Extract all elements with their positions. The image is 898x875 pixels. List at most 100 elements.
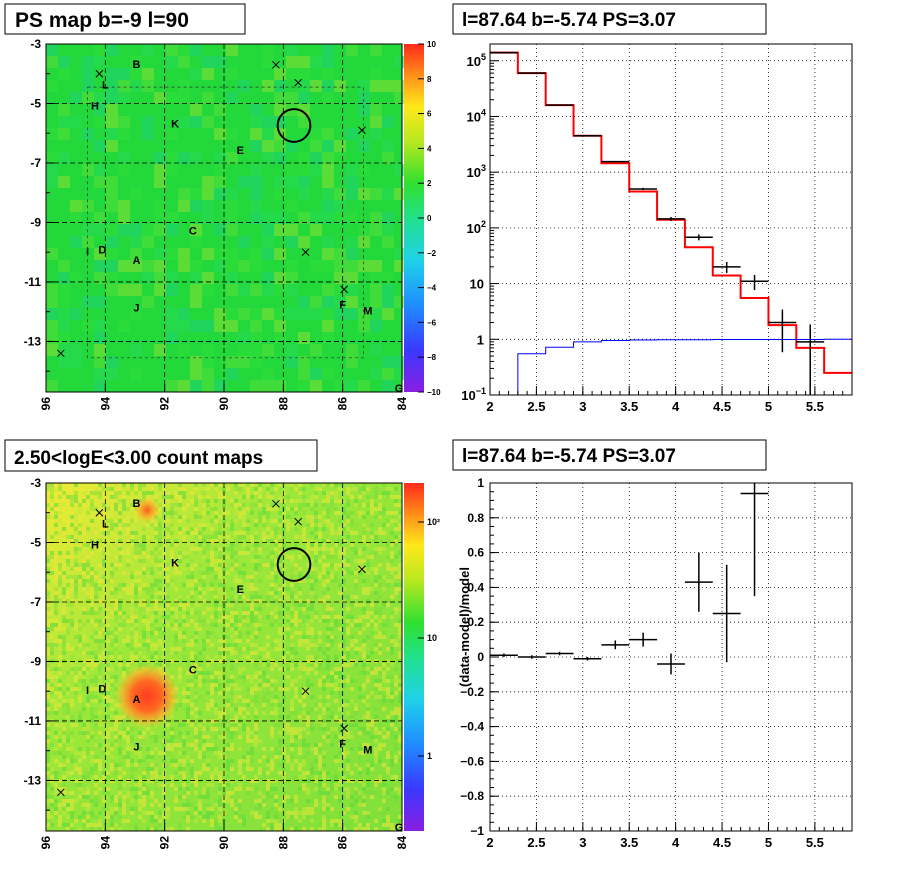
ct-map-pixel — [302, 595, 306, 599]
ct-map-pixel — [334, 783, 338, 787]
ct-map-pixel — [298, 591, 302, 595]
ct-map-pixel — [54, 579, 58, 583]
ct-map-pixel — [226, 651, 230, 655]
ct-map-pixel — [226, 799, 230, 803]
ct-map-pixel — [386, 791, 390, 795]
ct-map-pixel — [70, 795, 74, 799]
ct-map-pixel — [122, 523, 126, 527]
ps-map-pixel — [178, 188, 190, 200]
ct-map-pixel — [186, 747, 190, 751]
ct-map-pixel — [350, 715, 354, 719]
ct-map-pixel — [318, 619, 322, 623]
ct-map-pixel — [366, 815, 370, 819]
ct-map-pixel — [130, 639, 134, 643]
ct-map-pixel — [270, 727, 274, 731]
ct-map-pixel — [318, 515, 322, 519]
ct-map-pixel — [78, 491, 82, 495]
ct-map-pixel — [326, 703, 330, 707]
ct-map-pixel — [142, 619, 146, 623]
ct-map-pixel — [130, 739, 134, 743]
ct-map-pixel — [266, 699, 270, 703]
ct-map-pixel — [390, 575, 394, 579]
ct-map-pixel — [162, 555, 166, 559]
ct-map-pixel — [322, 723, 326, 727]
ct-map-pixel — [378, 755, 382, 759]
ct-map-pixel — [310, 759, 314, 763]
ct-map-pixel — [110, 599, 114, 603]
ps-map-pixel — [322, 200, 334, 212]
ct-map-pixel — [262, 539, 266, 543]
ct-map-pixel — [286, 655, 290, 659]
ct-map-pixel — [70, 703, 74, 707]
ct-map-pixel — [110, 523, 114, 527]
ct-map-pixel — [270, 775, 274, 779]
ct-map-pixel — [230, 659, 234, 663]
ct-map-pixel — [162, 515, 166, 519]
ct-map-pixel — [66, 591, 70, 595]
ct-map-pixel — [282, 735, 286, 739]
ct-map-pixel — [106, 563, 110, 567]
ct-map-pixel — [394, 827, 398, 831]
ct-map-pixel — [282, 483, 286, 487]
ct-map-pixel — [94, 663, 98, 667]
ct-map-pixel — [254, 491, 258, 495]
ct-map-pixel — [306, 639, 310, 643]
ct-map-pixel — [58, 731, 62, 735]
ct-map-pixel — [378, 503, 382, 507]
ps-map-pixel — [370, 68, 382, 80]
ct-map-pixel — [378, 643, 382, 647]
ct-map-pixel — [386, 543, 390, 547]
ct-map-pixel — [382, 611, 386, 615]
ct-map-pixel — [50, 619, 54, 623]
ct-map-pixel — [102, 579, 106, 583]
ct-map-pixel — [126, 495, 130, 499]
ct-map-pixel — [94, 591, 98, 595]
ct-map-pixel — [250, 595, 254, 599]
ct-map-pixel — [398, 547, 402, 551]
ct-map-pixel — [194, 675, 198, 679]
ct-map-pixel — [130, 611, 134, 615]
ps-map-pixel — [370, 224, 382, 236]
ct-map-pixel — [326, 747, 330, 751]
ct-map-pixel — [210, 807, 214, 811]
ct-map-pixel — [54, 643, 58, 647]
ps-map-pixel — [130, 284, 142, 296]
ps-map-pixel — [262, 248, 274, 260]
ct-map-pixel — [146, 815, 150, 819]
ct-map-pixel — [266, 511, 270, 515]
ps-map-pixel — [178, 320, 190, 332]
ps-map-pixel — [118, 116, 130, 128]
ct-map-pixel — [50, 743, 54, 747]
ct-map-pixel — [314, 615, 318, 619]
ct-map-pixel — [262, 699, 266, 703]
ct-map-pixel — [346, 563, 350, 567]
ct-map-pixel — [358, 547, 362, 551]
ct-map-pixel — [190, 679, 194, 683]
ct-map-pixel — [274, 507, 278, 511]
ct-map-pixel — [74, 667, 78, 671]
target-circle-marker — [276, 547, 312, 582]
ct-map-pixel — [202, 735, 206, 739]
ps-map-pixel — [106, 236, 118, 248]
ct-map-pixel — [282, 591, 286, 595]
ct-map-pixel — [74, 763, 78, 767]
ct-map-pixel — [82, 767, 86, 771]
ps-map-pixel — [382, 272, 394, 284]
ct-map-pixel — [158, 611, 162, 615]
ct-map-pixel — [54, 619, 58, 623]
ct-map-pixel — [214, 487, 218, 491]
ct-map-pixel — [310, 647, 314, 651]
ct-map-pixel — [54, 787, 58, 791]
ct-map-pixel — [74, 619, 78, 623]
ct-map-pixel — [110, 679, 114, 683]
ct-map-pixel — [162, 655, 166, 659]
ct-map-pixel — [258, 683, 262, 687]
ct-map-pixel — [318, 759, 322, 763]
ct-map-pixel — [390, 735, 394, 739]
ps-map-pixel — [346, 128, 358, 140]
ct-map-pixel — [62, 527, 66, 531]
ct-map-pixel — [46, 679, 50, 683]
ct-map-pixel — [250, 539, 254, 543]
ct-map-pixel — [194, 587, 198, 591]
ct-map-pixel — [374, 503, 378, 507]
